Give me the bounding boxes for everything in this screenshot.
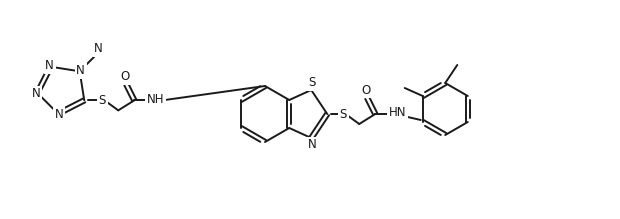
Text: HN: HN: [389, 106, 406, 120]
Text: O: O: [361, 83, 371, 97]
Text: S: S: [340, 108, 347, 120]
Text: S: S: [309, 76, 316, 90]
Text: N: N: [76, 64, 85, 77]
Text: N: N: [308, 138, 317, 152]
Text: S: S: [99, 94, 106, 107]
Text: N: N: [45, 59, 54, 72]
Text: NH: NH: [146, 93, 164, 106]
Text: O: O: [121, 70, 130, 83]
Text: N: N: [94, 42, 103, 55]
Text: N: N: [32, 87, 41, 100]
Text: N: N: [55, 108, 63, 121]
